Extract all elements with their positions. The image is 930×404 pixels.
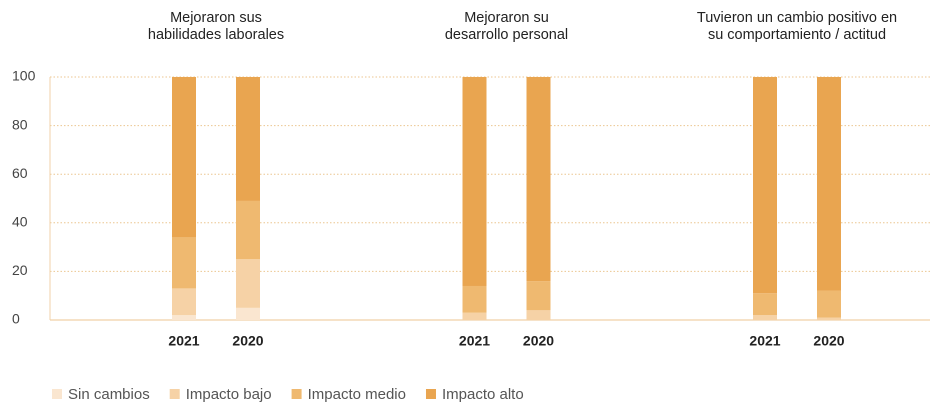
bar-segment — [462, 312, 487, 320]
x-tick-label: 2020 — [232, 333, 263, 349]
legend-swatch — [169, 389, 180, 399]
legend-swatch — [52, 389, 62, 399]
legend-label: Sin cambios — [68, 386, 150, 403]
bar-segment — [462, 77, 487, 286]
x-tick-label: 2020 — [523, 333, 554, 349]
y-tick-label: 0 — [12, 311, 20, 327]
bar-segment — [753, 293, 777, 316]
group-title: Mejoraron su — [464, 10, 549, 26]
y-tick-label: 20 — [12, 262, 28, 278]
bar-segment — [753, 315, 777, 320]
bar-segment — [817, 290, 841, 318]
bar-segment — [236, 259, 260, 308]
bar-segment — [462, 285, 487, 313]
bar-segment — [172, 315, 196, 320]
bar-segment — [817, 77, 841, 291]
bar-segment — [526, 310, 551, 320]
x-tick-label: 2020 — [813, 333, 844, 349]
y-tick-label: 80 — [12, 116, 28, 132]
x-tick-label: 2021 — [459, 333, 490, 349]
bar-segment — [172, 288, 196, 316]
legend-swatch — [291, 389, 302, 399]
y-tick-label: 100 — [12, 68, 36, 84]
y-tick-label: 60 — [12, 165, 28, 181]
legend-swatch — [425, 389, 436, 399]
bar-segment — [236, 77, 260, 201]
group-title: su comportamiento / actitud — [708, 27, 886, 43]
legend-label: Impacto medio — [308, 386, 406, 403]
group-title: Tuvieron un cambio positivo en — [697, 10, 897, 26]
bar-segment — [172, 237, 196, 289]
bar-segment — [526, 77, 551, 282]
y-tick-label: 40 — [12, 214, 28, 230]
bar-segment — [753, 77, 777, 294]
bar-segment — [172, 77, 196, 238]
bar-segment — [236, 200, 260, 260]
bar-segment — [817, 317, 841, 320]
bar-segment — [236, 307, 260, 320]
x-tick-label: 2021 — [749, 333, 780, 349]
group-title: Mejoraron sus — [170, 10, 262, 26]
legend-label: Impacto alto — [442, 386, 524, 403]
x-tick-label: 2021 — [168, 333, 199, 349]
group-title: habilidades laborales — [148, 27, 284, 43]
group-title: desarrollo personal — [445, 27, 568, 43]
bar-segment — [526, 281, 551, 311]
legend-label: Impacto bajo — [186, 386, 272, 403]
